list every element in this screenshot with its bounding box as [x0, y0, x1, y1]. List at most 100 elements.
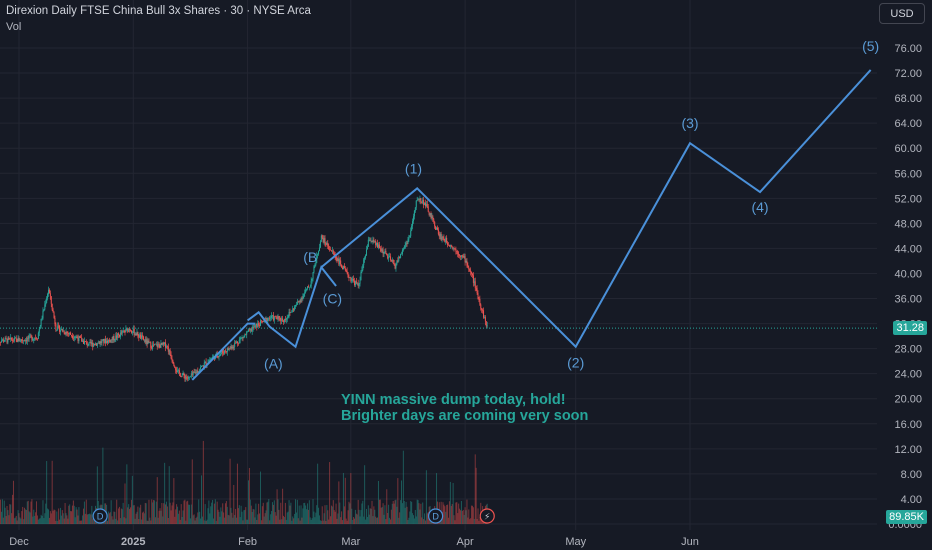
candle-body: [360, 271, 362, 281]
symbol-interval[interactable]: 30: [230, 5, 244, 17]
volume-bar: [353, 517, 355, 524]
candle-body: [117, 333, 119, 338]
candle-body: [273, 316, 275, 321]
volume-bar: [263, 516, 265, 524]
volume-bar: [192, 515, 194, 524]
volume-bar: [313, 511, 315, 524]
chart-annotation[interactable]: YINN massive dump today, hold! Brighter …: [341, 392, 588, 424]
volume-bar: [224, 503, 226, 524]
candle-body: [327, 243, 329, 247]
volume-bar: [252, 508, 254, 524]
candle-body: [204, 361, 206, 364]
candle-body: [289, 312, 291, 313]
candle-body: [41, 318, 43, 320]
volume-bar: [107, 511, 109, 524]
candle-body: [346, 270, 348, 273]
currency-button[interactable]: USD: [879, 3, 925, 24]
candle-body: [62, 330, 64, 332]
volume-bar: [0, 499, 2, 524]
candle-body: [252, 326, 254, 329]
volume-bar: [52, 510, 54, 524]
volume-bar: [0, 511, 2, 524]
candle-body: [411, 225, 413, 231]
volume-bar: [180, 504, 182, 524]
candle-body: [253, 326, 255, 328]
volume-bar: [247, 519, 249, 524]
volume-bar: [312, 499, 314, 524]
candle-body: [296, 301, 298, 305]
price-axis[interactable]: 76.00 72.00 68.00 64.00 60.00 56.00 52.00 48.00…: [888, 43, 922, 531]
volume-bar: [356, 514, 358, 524]
candle-body: [270, 317, 272, 319]
candle-body: [401, 253, 403, 255]
volume-bar: [380, 507, 382, 524]
volume-legend[interactable]: Vol: [6, 21, 22, 33]
time-axis[interactable]: Dec 2025 Feb Mar Apr May Jun: [9, 536, 699, 548]
candle-body: [476, 288, 478, 294]
candle-body: [181, 375, 183, 377]
volume-bar: [153, 500, 155, 524]
event-markers[interactable]: D D ⚡: [92, 508, 495, 524]
volume-bar: [249, 499, 251, 524]
symbol-title[interactable]: Direxion Daily FTSE China Bull 3x Shares: [6, 5, 221, 17]
candle-body: [285, 319, 287, 321]
candle-body: [120, 332, 122, 334]
candle-body: [429, 213, 431, 215]
candle-body: [30, 335, 32, 337]
candle-body: [166, 346, 168, 347]
candle-body: [389, 256, 391, 258]
candle-body: [311, 278, 313, 281]
dividend-marker[interactable]: D: [428, 508, 444, 524]
volume-bar: [288, 500, 290, 524]
candle-body: [208, 360, 210, 363]
volume-bar: [248, 467, 250, 524]
volume-bar: [274, 512, 276, 524]
candle-body: [398, 256, 400, 262]
elliott-wave-drawing[interactable]: [191, 69, 872, 381]
candle-body: [283, 320, 285, 322]
candle-body: [128, 329, 130, 332]
candle-body: [408, 237, 410, 240]
volume-bar: [260, 520, 262, 524]
volume-bar: [167, 518, 169, 524]
volume-bar: [51, 460, 53, 524]
candle-body: [56, 330, 58, 331]
dividend-marker[interactable]: D: [92, 508, 108, 524]
candle-body: [427, 206, 429, 212]
volume-bar: [205, 520, 207, 524]
candle-body: [64, 333, 66, 334]
candle-body: [290, 311, 292, 313]
volume-bar: [423, 519, 425, 524]
candle-body: [65, 332, 67, 334]
symbol-header[interactable]: Direxion Daily FTSE China Bull 3x Shares…: [6, 5, 311, 17]
candle-body: [94, 344, 96, 346]
candle-body: [171, 358, 173, 361]
volume-bar: [62, 513, 64, 524]
volume-bar: [87, 514, 89, 524]
candle-body: [347, 272, 349, 278]
candle-body: [288, 312, 290, 317]
volume-bar: [129, 509, 131, 524]
candle-body: [232, 346, 234, 349]
volume-bar: [345, 518, 347, 524]
volume-bar: [24, 507, 26, 524]
candle-body: [227, 348, 229, 350]
volume-bar: [64, 503, 66, 524]
candle-body: [132, 328, 134, 333]
volume-bar: [326, 505, 328, 524]
volume-bar: [165, 504, 167, 524]
candle-body: [109, 339, 111, 343]
volume-bar: [78, 507, 80, 524]
earnings-marker[interactable]: ⚡: [479, 508, 495, 524]
volume-bar: [262, 502, 264, 524]
candle-body: [59, 325, 61, 332]
candle-body: [276, 318, 278, 320]
volume-bar: [319, 520, 321, 524]
candle-body: [470, 270, 472, 273]
volume-bar: [13, 518, 15, 524]
volume-bar: [453, 515, 455, 524]
candle-body: [61, 328, 63, 332]
volume-bar: [186, 501, 188, 524]
candle-body: [193, 371, 195, 373]
